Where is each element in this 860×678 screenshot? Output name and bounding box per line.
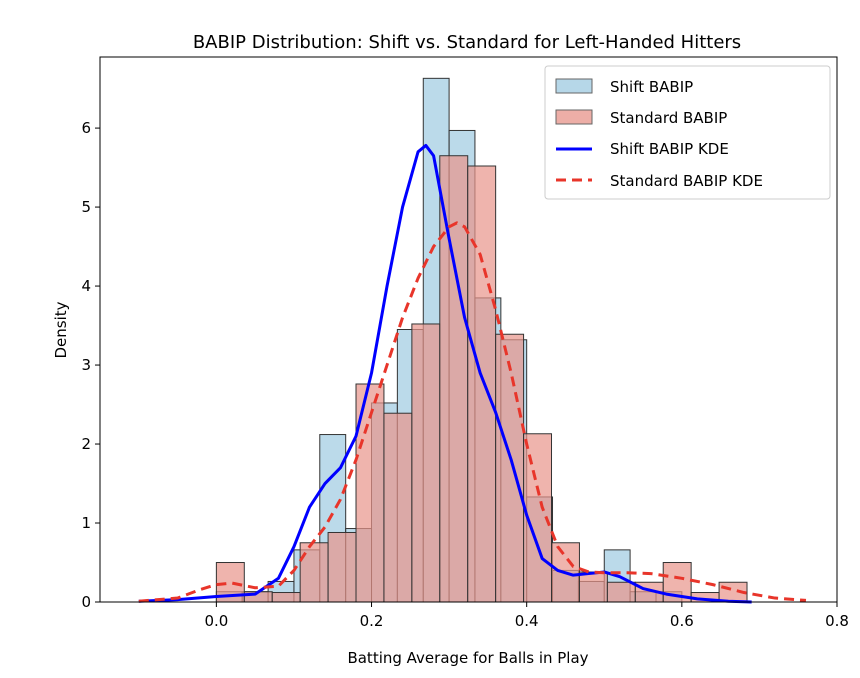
y-axis-title: Density xyxy=(52,301,70,358)
y-tick-label: 4 xyxy=(81,277,91,295)
legend-swatch-standard xyxy=(555,109,593,125)
plot-frame xyxy=(99,56,838,603)
standard-bar-3 xyxy=(299,542,329,603)
y-tick-label: 5 xyxy=(81,198,91,216)
legend-label-standard-kde: Standard BABIP KDE xyxy=(610,172,763,190)
standard-bar-14 xyxy=(606,581,636,603)
kde-lines xyxy=(138,143,807,604)
y-tick-label: 0 xyxy=(81,593,91,611)
y-tick-label: 2 xyxy=(81,435,91,453)
shift-kde-line xyxy=(138,143,752,604)
standard-bar-2 xyxy=(271,592,301,603)
x-tick-label: 0.4 xyxy=(515,612,539,630)
standard-bar-13 xyxy=(578,571,608,603)
y-axis: 0 1 2 3 4 5 6 xyxy=(81,119,100,611)
x-axis: 0.0 0.2 0.4 0.6 0.8 xyxy=(204,602,849,630)
x-tick-label: 0.0 xyxy=(204,612,228,630)
x-axis-title: Batting Average for Balls in Play xyxy=(347,649,588,667)
legend-label-standard: Standard BABIP xyxy=(610,109,727,127)
standard-bar-8 xyxy=(439,155,469,603)
standard-histogram xyxy=(215,155,748,603)
y-tick-label: 1 xyxy=(81,514,91,532)
y-tick-label: 3 xyxy=(81,356,91,374)
standard-bar-10 xyxy=(495,333,525,603)
x-tick-label: 0.8 xyxy=(825,612,849,630)
standard-bar-9 xyxy=(467,165,497,603)
legend-swatch-shift xyxy=(555,78,593,94)
legend: Shift BABIP Standard BABIP Shift BABIP K… xyxy=(544,65,831,200)
x-tick-label: 0.2 xyxy=(360,612,384,630)
x-tick-label: 0.6 xyxy=(670,612,694,630)
legend-label-shift-kde: Shift BABIP KDE xyxy=(610,140,729,158)
legend-frame xyxy=(544,65,831,200)
legend-label-shift: Shift BABIP xyxy=(610,78,693,96)
standard-bar-4 xyxy=(327,531,357,603)
y-tick-label: 6 xyxy=(81,119,91,137)
standard-kde-line xyxy=(138,221,807,603)
standard-bar-7 xyxy=(411,323,441,603)
chart-title: BABIP Distribution: Shift vs. Standard f… xyxy=(193,32,741,53)
standard-bar-6 xyxy=(383,412,413,603)
